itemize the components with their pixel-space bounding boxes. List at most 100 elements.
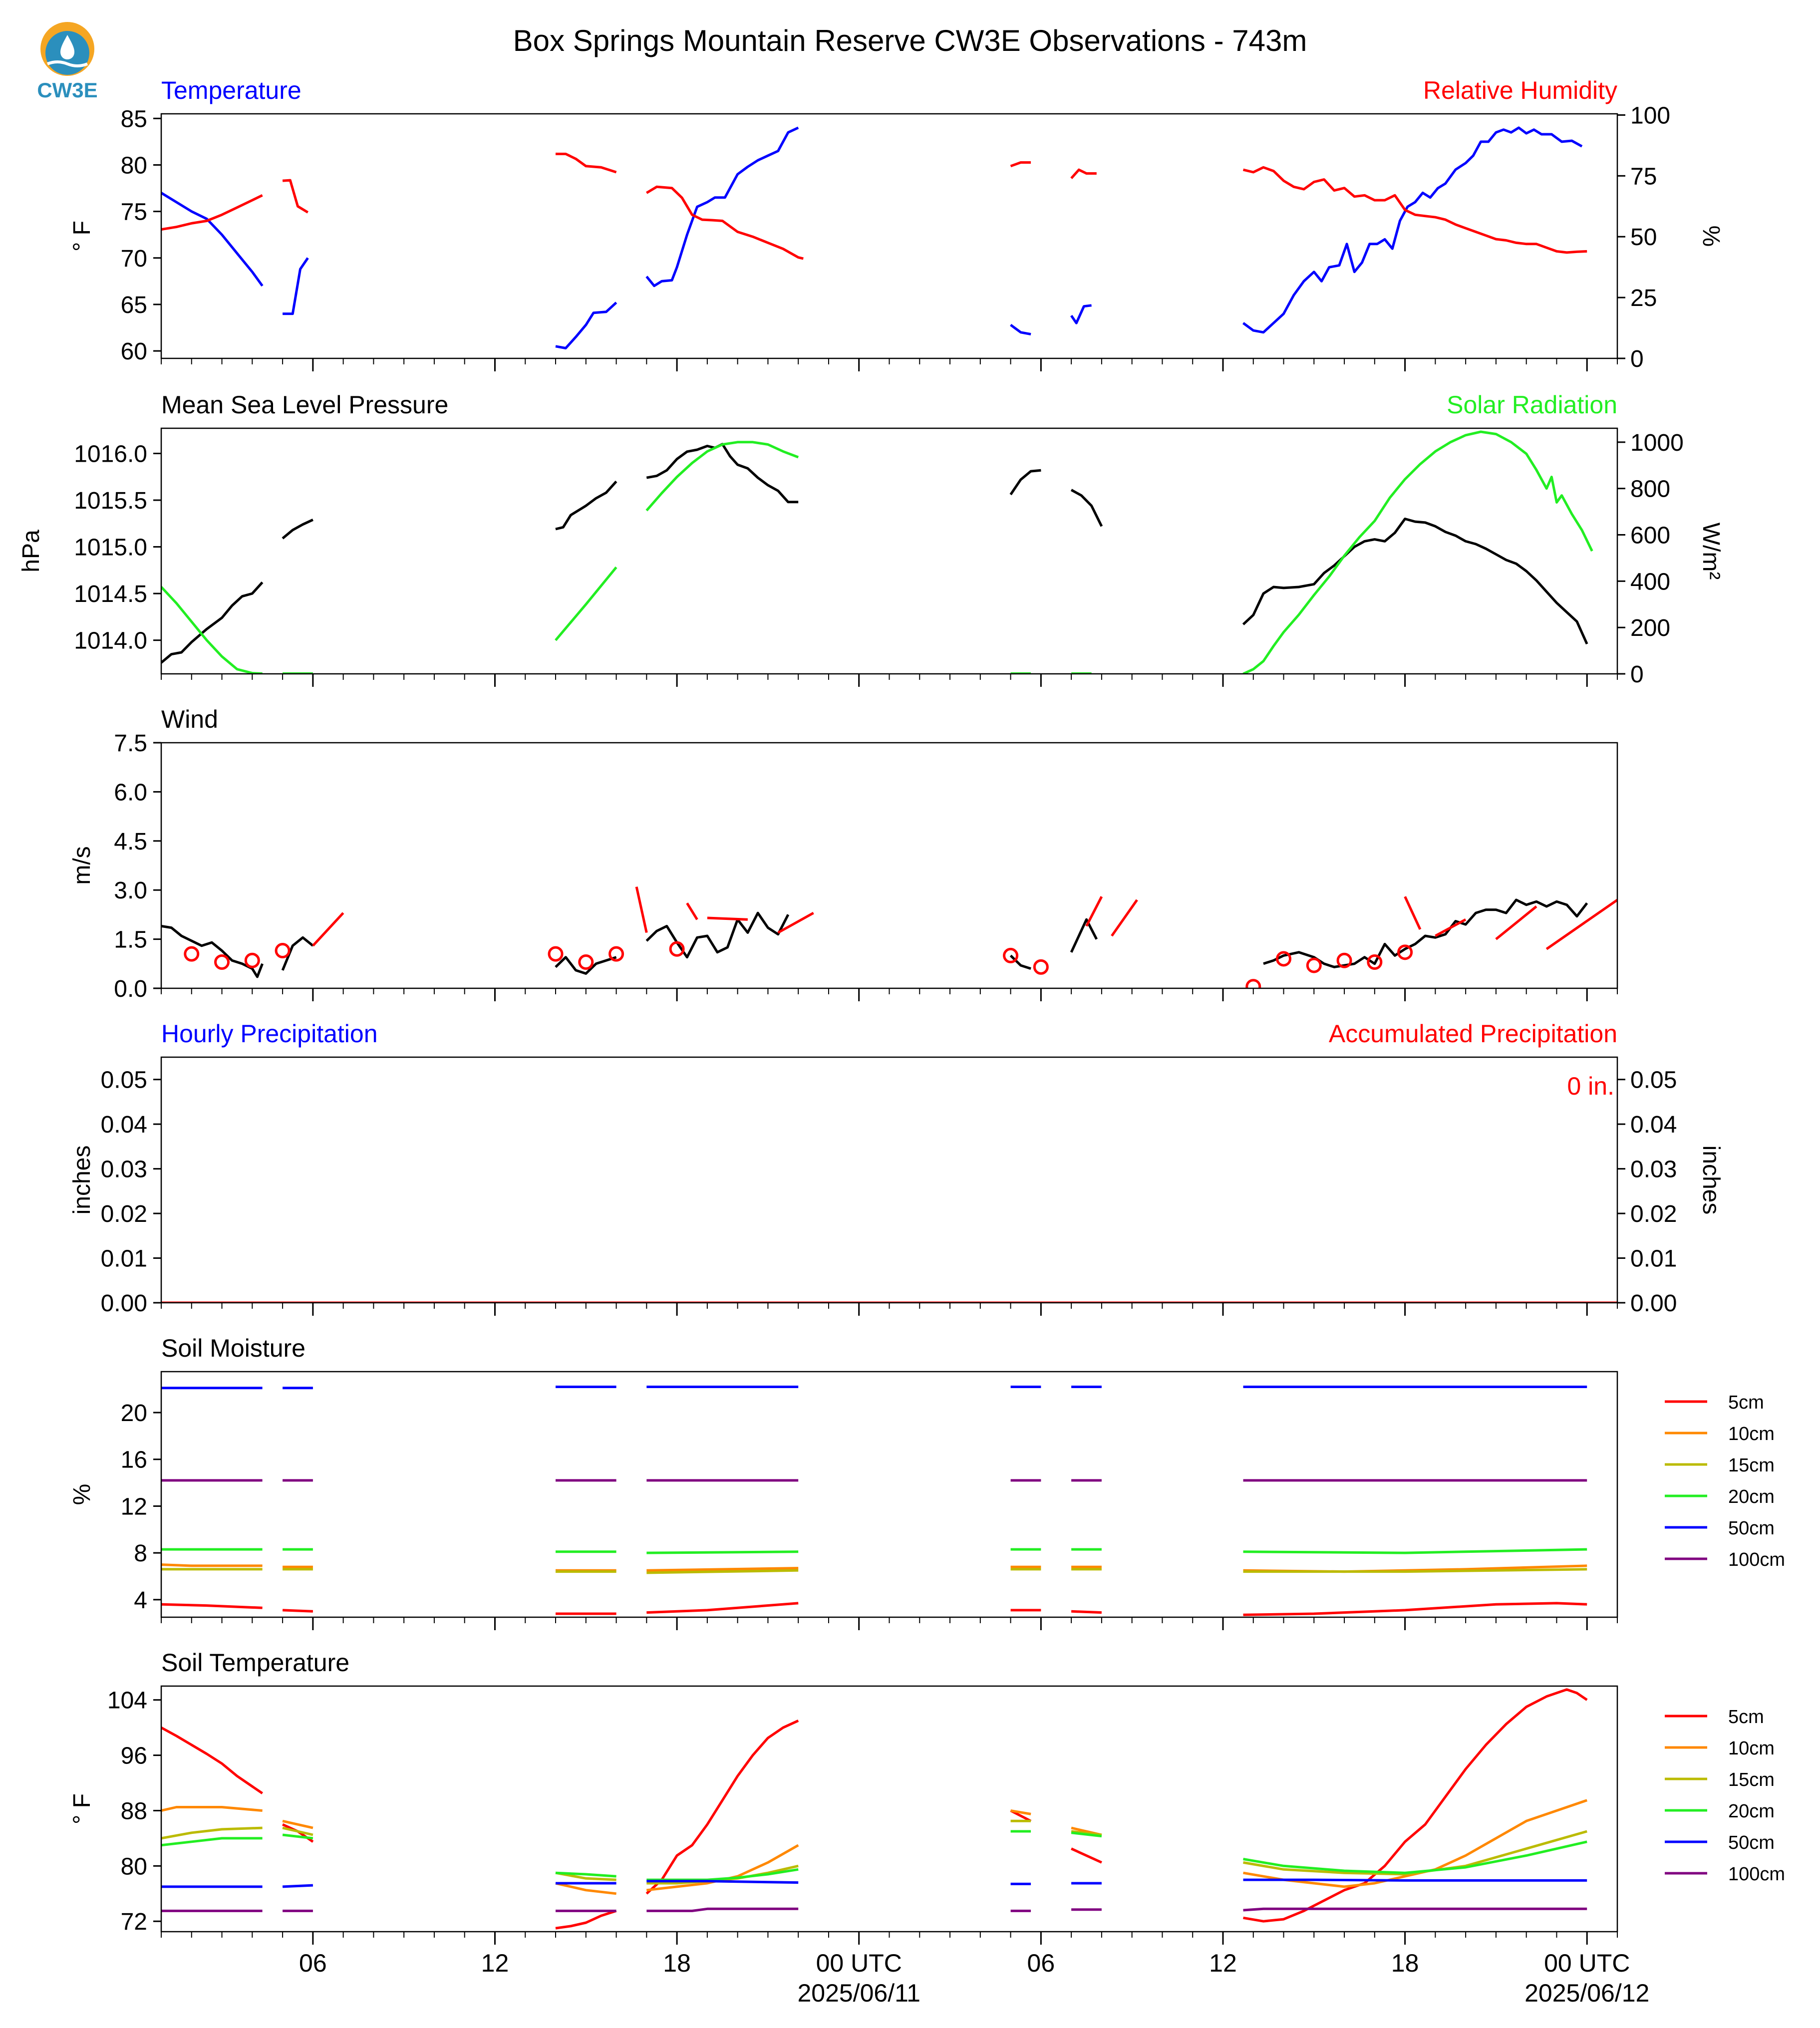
y-right-tick-label: 0.01 xyxy=(1630,1246,1677,1272)
y-right-tick-label: 0.05 xyxy=(1630,1067,1677,1094)
plot-area xyxy=(161,126,1587,349)
plot-frame xyxy=(160,113,1618,359)
x-tick-date-label: 2025/06/12 xyxy=(1524,1979,1649,2007)
series-line-50cm xyxy=(161,1386,1587,1390)
y-tick-label: 3.0 xyxy=(114,877,147,904)
plot-area xyxy=(161,1688,1588,1930)
x-tick-label: 00 UTC xyxy=(816,1949,902,1977)
series-line-100cm xyxy=(161,1907,1587,1912)
y-tick-label: 1016.0 xyxy=(74,441,147,468)
figure-title: Box Springs Mountain Reserve CW3E Observ… xyxy=(513,24,1307,57)
series-line-15cm xyxy=(161,1568,1587,1574)
legend: 5cm 10cm 15cm 20cm 50cm 100cm xyxy=(1665,1392,1785,1570)
x-tick-label: 18 xyxy=(1391,1949,1419,1977)
y-right-tick-label: 400 xyxy=(1630,569,1670,595)
series-line-5cm xyxy=(161,1602,1587,1616)
legend-label: 15cm xyxy=(1728,1455,1775,1476)
y-tick-label: 6.0 xyxy=(114,779,147,806)
y-tick-label: 12 xyxy=(121,1493,147,1520)
series-line-relative-humidity xyxy=(161,152,1587,260)
y-tick-label: 1.5 xyxy=(114,927,147,953)
x-tick-label: 06 xyxy=(1027,1949,1055,1977)
plot-frame xyxy=(160,1056,1618,1304)
panel-title-left: Hourly Precipitation xyxy=(161,1020,378,1048)
legend-label: 20cm xyxy=(1728,1801,1775,1822)
plot-frame xyxy=(160,742,1618,989)
wind-calm-marker xyxy=(669,941,685,957)
y-tick-label: 7.5 xyxy=(114,730,147,757)
y-right-tick-label: 0.04 xyxy=(1630,1112,1677,1138)
y-axis-label: % xyxy=(69,1484,95,1505)
x-tick-label: 00 UTC xyxy=(1544,1949,1630,1977)
panel-title-right: Solar Radiation xyxy=(1447,391,1617,419)
x-tick-label: 18 xyxy=(663,1949,691,1977)
series-line-wind-gust xyxy=(312,886,1617,950)
plot-area xyxy=(161,1386,1587,1616)
y-tick-label: 4.5 xyxy=(114,829,147,855)
wind-calm-marker xyxy=(1003,947,1019,963)
y-tick-label: 65 xyxy=(121,292,147,318)
x-tick-label: 12 xyxy=(1209,1949,1237,1977)
legend-label: 20cm xyxy=(1728,1486,1775,1507)
y-tick-label: 0.04 xyxy=(101,1112,147,1138)
plot-frame xyxy=(160,427,1618,675)
panel-4: Hourly Precipitation Accumulated Precipit… xyxy=(69,1020,1724,1317)
y-right-tick-label: 1000 xyxy=(1630,430,1684,456)
accumulated-precip-total: 0 in. xyxy=(1567,1072,1614,1100)
wind-calm-marker xyxy=(1245,979,1261,988)
legend-label: 50cm xyxy=(1728,1832,1775,1853)
y-tick-label: 0.0 xyxy=(114,976,147,1002)
wind-calm-marker xyxy=(608,946,624,962)
y-right-tick-label: 0.03 xyxy=(1630,1157,1677,1183)
y-axis-label: hPa xyxy=(18,530,44,573)
x-tick-date-label: 2025/06/11 xyxy=(797,1979,920,2007)
y-tick-label: 20 xyxy=(121,1400,147,1427)
wind-calm-marker xyxy=(244,952,260,968)
legend: 5cm 10cm 15cm 20cm 50cm 100cm xyxy=(1665,1707,1785,1885)
wind-calm-marker xyxy=(1276,951,1292,967)
y-right-tick-label: 50 xyxy=(1630,224,1657,251)
legend-label: 100cm xyxy=(1728,1864,1785,1885)
legend-label: 15cm xyxy=(1728,1769,1775,1790)
series-line-wind-speed xyxy=(161,898,1588,978)
y-tick-label: 70 xyxy=(121,246,147,272)
y-right-tick-label: 100 xyxy=(1630,102,1670,129)
legend-label: 10cm xyxy=(1728,1738,1775,1759)
plot-area xyxy=(161,886,1617,988)
y-tick-label: 1015.0 xyxy=(74,535,147,561)
plot-frame xyxy=(160,1371,1618,1618)
panel-title-right: Relative Humidity xyxy=(1423,76,1617,104)
y-tick-label: 72 xyxy=(121,1909,147,1935)
panel-title-left: Soil Moisture xyxy=(161,1334,305,1362)
legend-label: 100cm xyxy=(1728,1549,1785,1570)
panel-title-left: Temperature xyxy=(161,76,302,104)
wind-calm-marker xyxy=(548,946,564,962)
legend-label: 5cm xyxy=(1728,1707,1764,1728)
y-axis-label: ° F xyxy=(69,1793,95,1824)
y-tick-label: 0.03 xyxy=(101,1157,147,1183)
y-axis-label: inches xyxy=(69,1146,95,1215)
wind-calm-marker xyxy=(1033,959,1049,975)
y-tick-label: 0.01 xyxy=(101,1246,147,1272)
wind-calm-marker xyxy=(275,943,291,959)
y-tick-label: 1014.5 xyxy=(74,581,147,607)
y-tick-label: 75 xyxy=(121,199,147,226)
panel-title-left: Mean Sea Level Pressure xyxy=(161,391,448,419)
panel-title-right: Accumulated Precipitation xyxy=(1329,1020,1617,1048)
y-right-tick-label: 0.02 xyxy=(1630,1201,1677,1227)
panel-3: Wind 0.0 1.5 3.0 4.5 6.0 7.5 m/s xyxy=(69,705,1618,1002)
wind-calm-marker xyxy=(1336,952,1352,968)
y-tick-label: 60 xyxy=(121,338,147,365)
y-tick-label: 85 xyxy=(121,106,147,132)
y-right-axis-label: inches xyxy=(1698,1146,1724,1215)
y-right-tick-label: 0 xyxy=(1630,346,1644,372)
y-tick-label: 0.00 xyxy=(101,1290,147,1317)
y-tick-label: 8 xyxy=(134,1540,147,1567)
y-tick-label: 16 xyxy=(121,1447,147,1473)
y-tick-label: 0.05 xyxy=(101,1067,147,1094)
wind-calm-marker xyxy=(578,954,594,970)
x-tick-label: 06 xyxy=(299,1949,327,1977)
panel-title-left: Wind xyxy=(161,705,218,733)
